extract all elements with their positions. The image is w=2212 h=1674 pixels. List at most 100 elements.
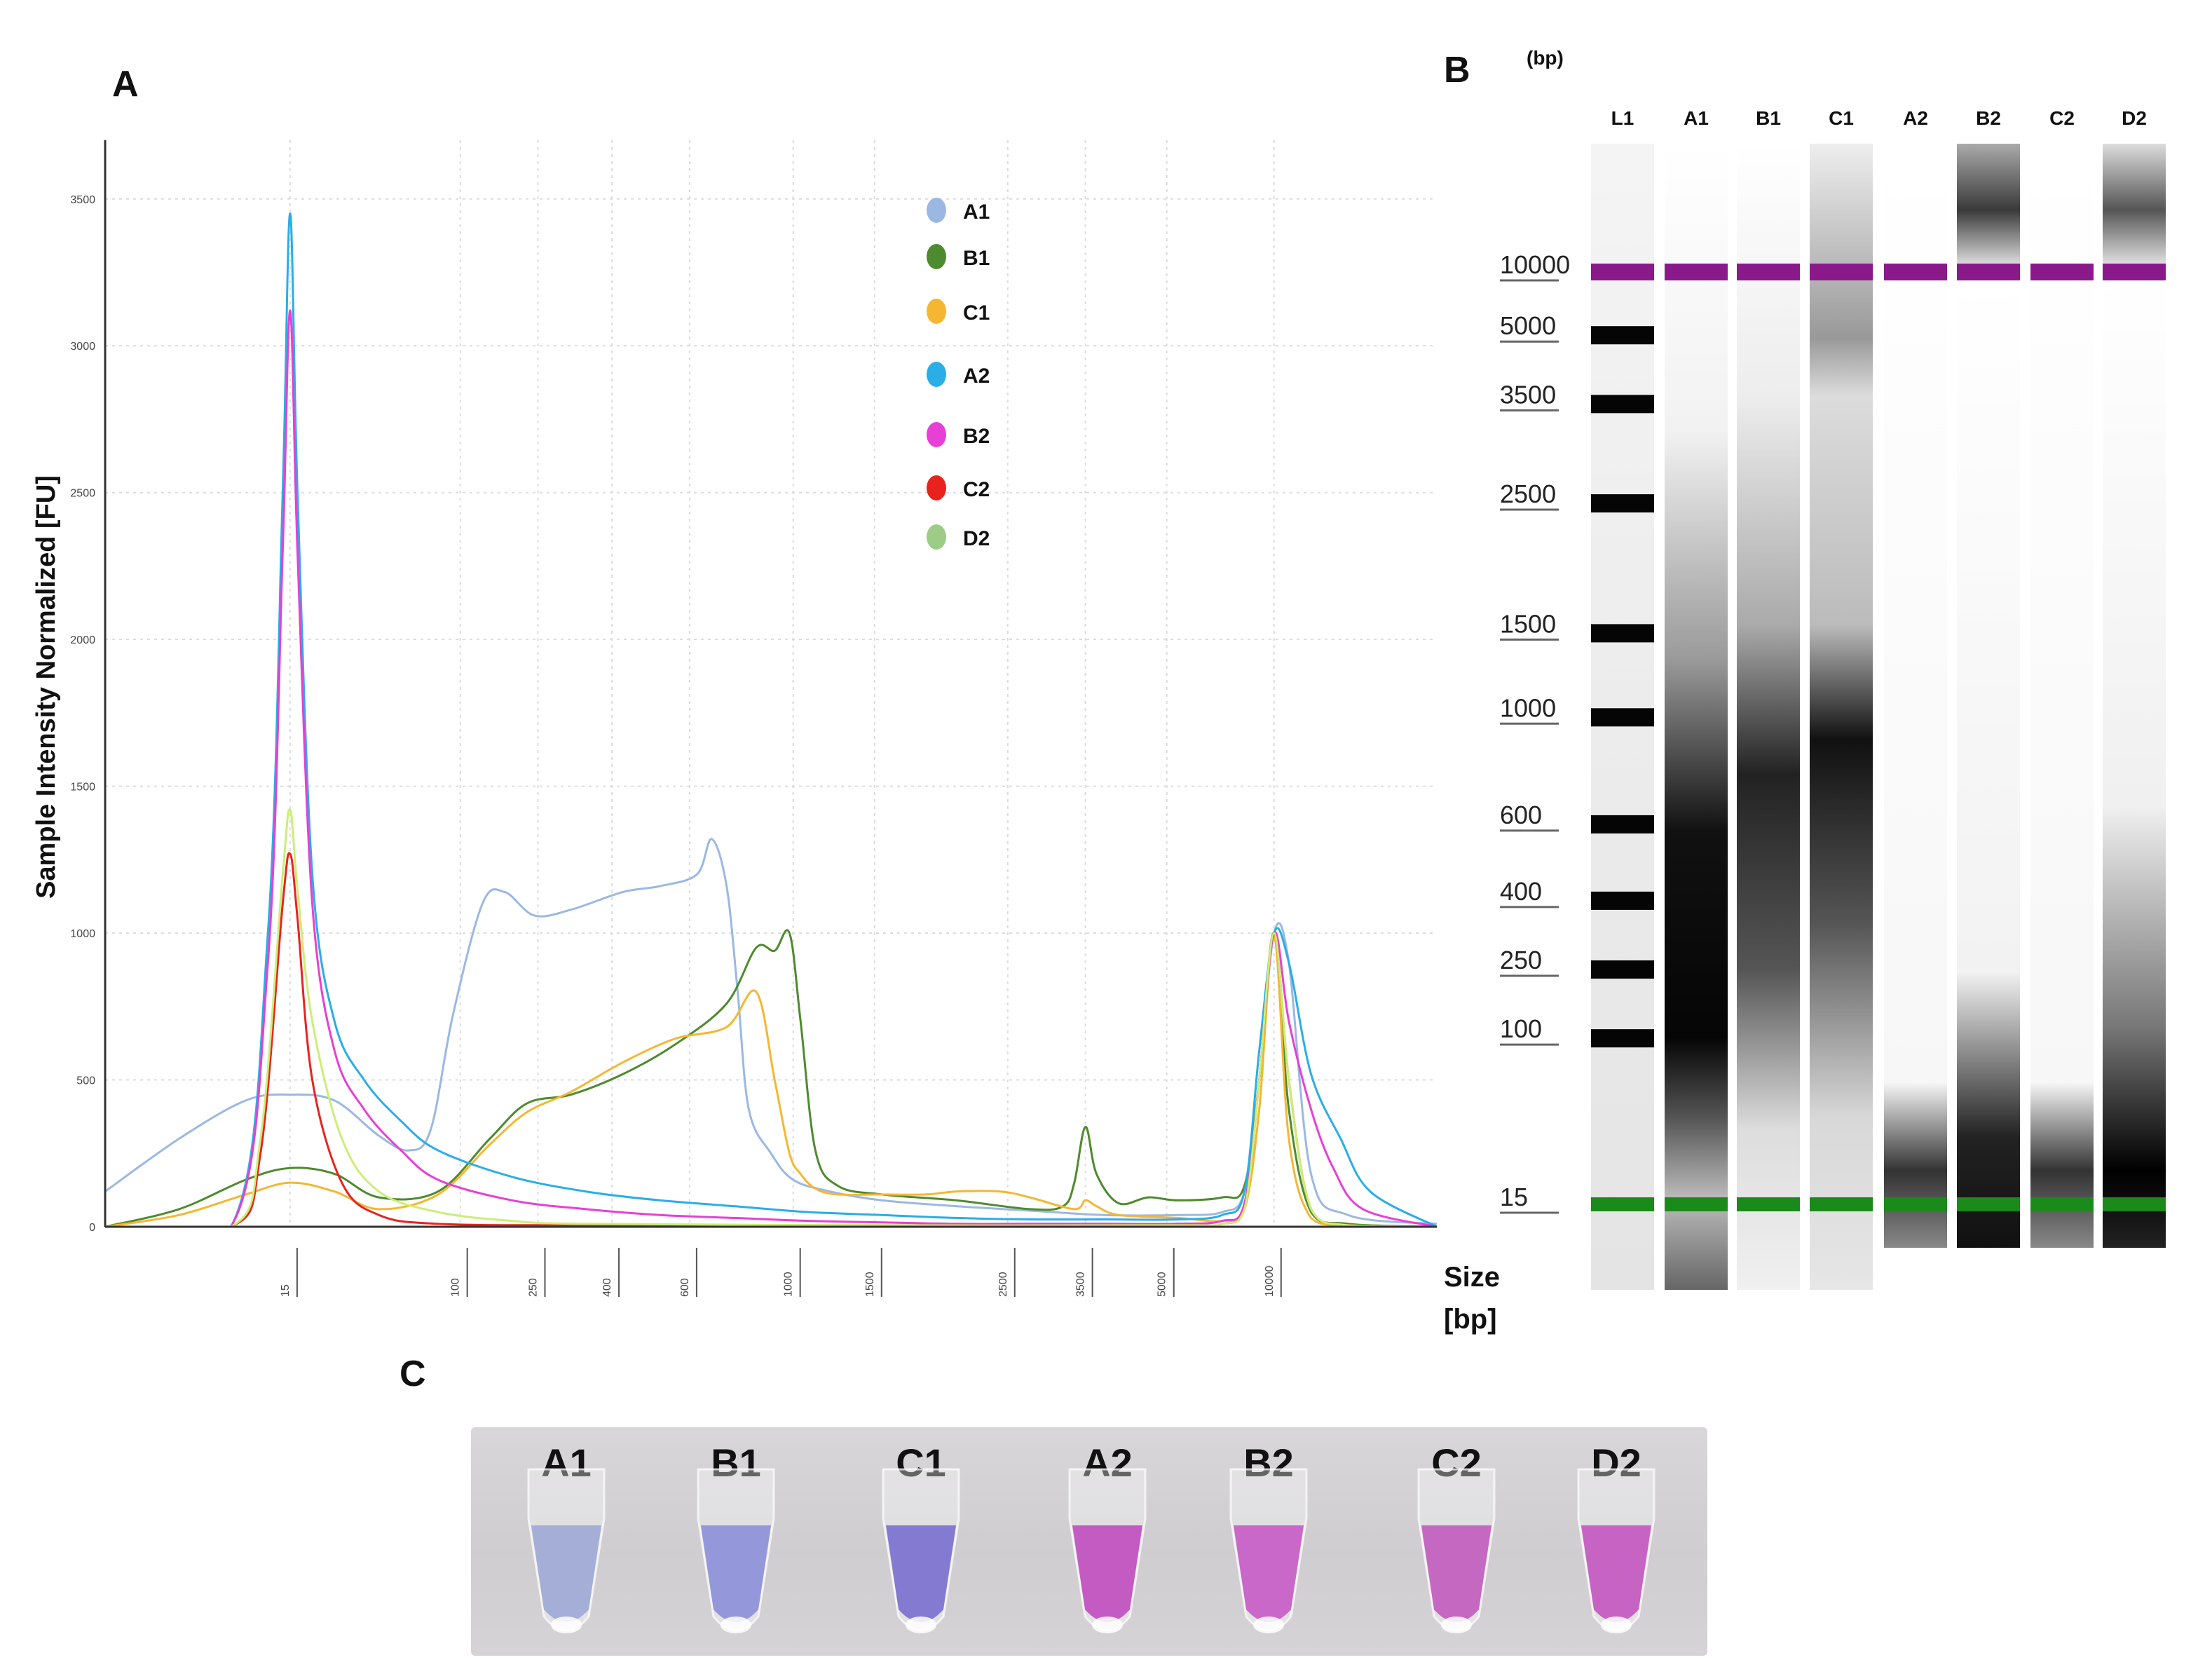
gel-lane-label: C1: [1829, 107, 1854, 129]
tube-label-d2: D2: [1591, 1441, 1641, 1485]
gel-ladder-band: [1591, 1029, 1654, 1048]
legend-item-d2: D2: [927, 524, 990, 550]
gel-lane-label: B2: [1976, 107, 2001, 129]
chart-axes: [104, 140, 1437, 1228]
gel-ladder-band: [1591, 624, 1654, 643]
gel-size-marker: 15: [1500, 1183, 1559, 1214]
tube-shape: [1229, 1468, 1308, 1633]
gel-lane-c2: [2030, 144, 2094, 1248]
gel-ladder-band: [1591, 960, 1654, 979]
gel-ladder-band: [1591, 891, 1654, 910]
gel-lower-marker: [1665, 1197, 1728, 1211]
tube-b1: [694, 1441, 778, 1652]
chart-grid: [105, 140, 1437, 1227]
gel-size-label: 1500: [1500, 609, 1556, 638]
y-tick-label: 2000: [70, 634, 95, 646]
tube-shape: [697, 1468, 775, 1633]
x-tick-label: 5000: [1156, 1272, 1168, 1297]
y-tick-labels: 0 500 1000 1500 2000 2500 3000 3500: [70, 194, 95, 1234]
gel-lane-body: [1957, 144, 2020, 1248]
gel-lane-label: A2: [1903, 107, 1928, 129]
gel-lane-c1: [1810, 144, 1873, 1290]
x-tick-label: 600: [679, 1278, 691, 1297]
gel-upper-marker: [1591, 264, 1654, 280]
y-tick-label: 500: [76, 1075, 95, 1087]
electropherogram-chart: 0 500 1000 1500 2000 2500 3000 3500 15 100 250 400…: [32, 140, 1500, 1335]
tube-shape: [882, 1468, 960, 1633]
x-axis-label-size: Size: [1444, 1262, 1500, 1293]
legend-label: B1: [963, 247, 990, 270]
gel-lane-label: L1: [1611, 107, 1634, 129]
legend-item-b1: B1: [927, 244, 990, 270]
gel-lower-marker: [2030, 1197, 2094, 1211]
y-tick-label: 3500: [70, 194, 95, 206]
gel-size-marker: 100: [1500, 1014, 1559, 1046]
legend-label: A1: [963, 200, 990, 224]
gel-size-label: 1000: [1500, 693, 1556, 722]
x-tick-label: 15: [280, 1284, 292, 1297]
x-tick-label: 1000: [783, 1272, 795, 1297]
panel-b-label: B: [1444, 50, 1470, 90]
chart-series-group: [104, 212, 1438, 1228]
tube-b2: [1227, 1441, 1311, 1652]
gel-ladder-band: [1591, 326, 1654, 345]
x-tick-label: 250: [528, 1278, 540, 1297]
gel-upper-marker: [1810, 264, 1873, 280]
gel-size-marker: 1000: [1500, 693, 1559, 725]
series-line-d2: [105, 808, 1438, 1228]
gel-size-label: 10000: [1500, 250, 1570, 279]
gel-size-marker: 1500: [1500, 609, 1559, 641]
x-tick-label: 2500: [997, 1272, 1009, 1297]
tube-a1: [524, 1441, 608, 1652]
gel-upper-marker: [1957, 264, 2020, 280]
x-tick-label: 100: [450, 1278, 462, 1297]
gel-lane-label: D2: [2122, 107, 2147, 129]
y-tick-label: 3000: [70, 341, 95, 353]
gel-lane-body: [2030, 144, 2094, 1248]
gel-lane-a1: [1665, 144, 1728, 1290]
gel-lower-marker: [2103, 1197, 2166, 1211]
tube-label-b1: B1: [711, 1441, 761, 1485]
series-line-a1: [104, 838, 1438, 1225]
y-tick-label: 0: [89, 1222, 95, 1234]
gel-lower-marker: [1591, 1197, 1654, 1211]
gel-lower-marker: [1957, 1197, 2020, 1211]
gel-lane-l1: [1591, 144, 1654, 1290]
tube-d2: [1574, 1441, 1658, 1652]
legend-item-c2: C2: [927, 475, 990, 501]
gel-lane-body: [1665, 144, 1728, 1290]
panel-c-label: C: [400, 1354, 426, 1394]
gel-lane-d2: [2103, 144, 2166, 1248]
legend-swatch: [927, 362, 946, 387]
gel-lane-b1: [1737, 144, 1800, 1290]
gel-ladder-band: [1591, 708, 1654, 727]
x-tick-label: 400: [601, 1278, 613, 1297]
gel-size-label: 3500: [1500, 380, 1556, 409]
legend-swatch: [927, 422, 946, 447]
gel-size-label: 600: [1500, 801, 1542, 829]
gel-ladder-band: [1591, 494, 1654, 513]
legend-label: B2: [963, 425, 990, 448]
tube-c1: [879, 1441, 963, 1652]
legend-item-c1: C1: [927, 299, 990, 325]
gel-size-marker: 400: [1500, 877, 1559, 909]
x-axis-label-unit: [bp]: [1444, 1304, 1497, 1335]
legend-label: C2: [963, 478, 990, 501]
series-line-c1: [104, 934, 1438, 1228]
gel-lane-body: [1810, 144, 1873, 1290]
gel-lane-a2: [1884, 144, 1947, 1248]
legend-item-a1: A1: [927, 198, 990, 224]
tube-shape: [527, 1468, 606, 1633]
gel-lanes: [1591, 144, 2166, 1290]
tube-c2: [1414, 1441, 1498, 1652]
series-line-b2: [105, 309, 1438, 1228]
gel-lane-body: [1884, 144, 1947, 1248]
gel-size-marker: 600: [1500, 801, 1559, 832]
panel-a-label: A: [112, 64, 139, 104]
gel-size-marker: 5000: [1500, 311, 1559, 343]
legend-swatch: [927, 198, 946, 223]
gel-size-marker: 250: [1500, 946, 1559, 977]
legend-item-b2: B2: [927, 422, 990, 448]
tube-shape: [1577, 1468, 1655, 1633]
legend-swatch: [927, 244, 946, 269]
